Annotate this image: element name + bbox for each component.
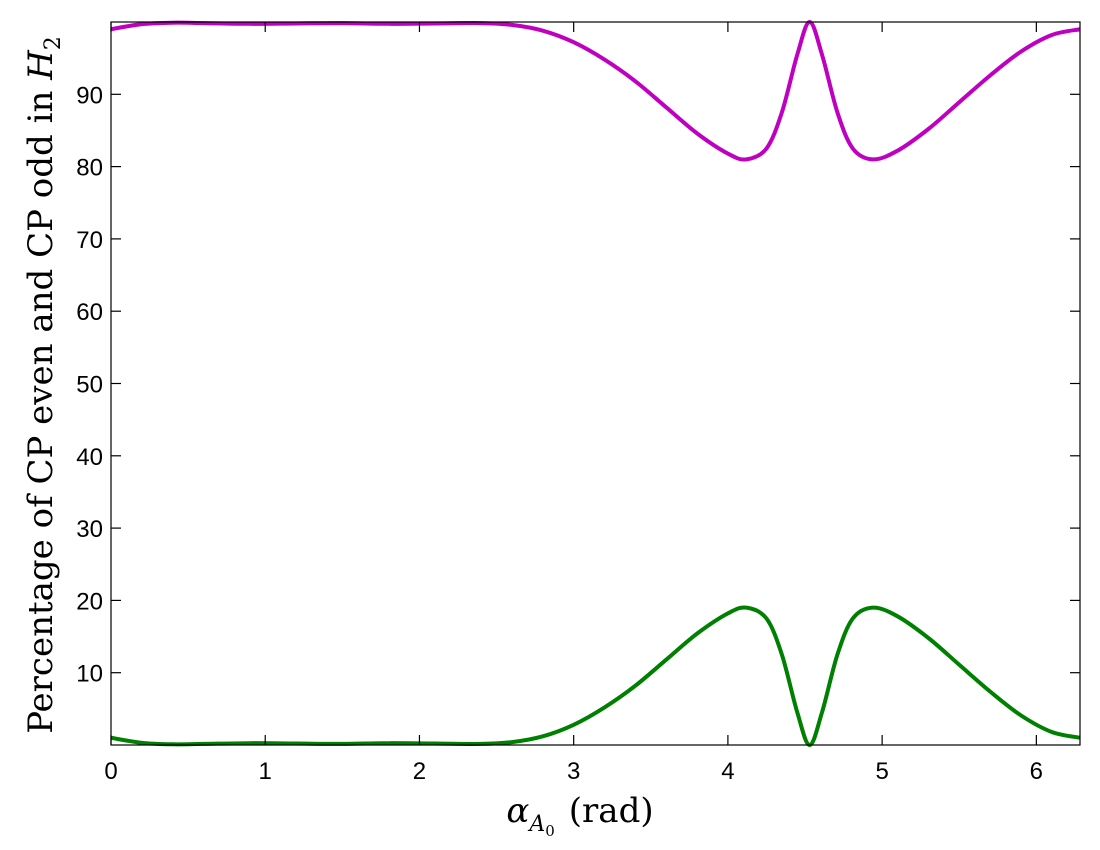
x-axis-label: αA0 (rad): [506, 791, 653, 840]
y-axis-label: Percentage of CP even and CP odd in H2: [21, 36, 66, 734]
y-axis-label-symbol: H: [21, 49, 61, 81]
y-axis-label-sub: 2: [41, 36, 66, 50]
y-tick-label: 80: [76, 155, 103, 182]
y-axis-label-text: Percentage of CP even and CP odd in: [21, 80, 61, 734]
x-tick-label: 4: [721, 758, 734, 785]
y-tick-label: 30: [76, 516, 103, 543]
y-tick-label: 60: [76, 299, 103, 326]
y-axis-ticks: 10 20 30 40 50 60 70 80 90: [76, 82, 1080, 688]
series-line-1: [110, 20, 1081, 162]
x-tick-label: 2: [413, 758, 426, 785]
x-axis-label-subsub: 0: [545, 822, 555, 840]
y-tick-label: 90: [76, 82, 103, 109]
y-tick-label: 50: [76, 372, 103, 399]
x-tick-label: 0: [104, 758, 117, 785]
y-tick-label: 70: [76, 227, 103, 254]
y-tick-label: 10: [76, 661, 103, 688]
series-line-2: [110, 605, 1081, 747]
x-axis-ticks: 0 1 2 3 4 5 6: [104, 22, 1043, 785]
x-axis-label-symbol: α: [506, 791, 529, 831]
y-tick-label: 20: [76, 588, 103, 615]
y-tick-label: 40: [76, 444, 103, 471]
x-tick-label: 1: [259, 758, 272, 785]
plot-frame: [110, 21, 1081, 746]
plot-lines: [110, 20, 1081, 747]
x-axis-label-sub: A: [527, 812, 545, 837]
x-tick-label: 5: [875, 758, 888, 785]
x-tick-label: 6: [1030, 758, 1043, 785]
x-axis-label-unit: (rad): [569, 791, 654, 831]
x-tick-label: 3: [567, 758, 580, 785]
